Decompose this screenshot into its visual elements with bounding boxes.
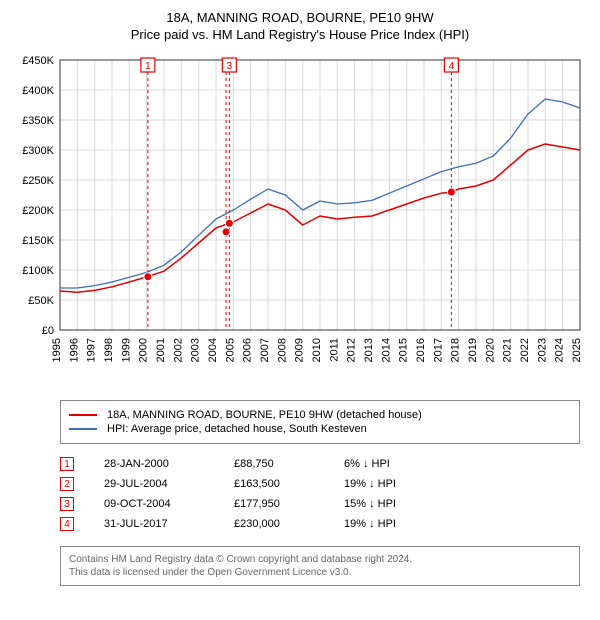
x-axis-tick-label: 2012 — [346, 338, 358, 362]
y-axis-tick-label: £250K — [22, 175, 54, 187]
y-axis-tick-label: £200K — [22, 205, 54, 217]
x-axis-tick-label: 2006 — [242, 338, 254, 362]
y-axis-tick-label: £150K — [22, 235, 54, 247]
x-axis-tick-label: 2020 — [484, 338, 496, 362]
x-axis-tick-label: 2024 — [554, 338, 566, 362]
legend-swatch — [69, 428, 97, 430]
event-price: £230,000 — [234, 518, 314, 530]
y-axis-tick-label: £300K — [22, 145, 54, 157]
x-axis-tick-label: 2017 — [432, 338, 444, 362]
x-axis-tick-label: 2001 — [155, 338, 167, 362]
x-axis-tick-label: 2007 — [259, 338, 271, 362]
event-delta: 6% ↓ HPI — [344, 458, 444, 470]
x-axis-tick-label: 2019 — [467, 338, 479, 362]
x-axis-tick-label: 2015 — [398, 338, 410, 362]
x-axis-tick-label: 1998 — [103, 338, 115, 362]
x-axis-tick-label: 2018 — [450, 338, 462, 362]
event-row: 2 29-JUL-2004 £163,500 19% ↓ HPI — [60, 474, 580, 494]
event-marker-3: 3 — [227, 61, 233, 72]
title-block: 18A, MANNING ROAD, BOURNE, PE10 9HW Pric… — [10, 10, 590, 42]
footer-line1: Contains HM Land Registry data © Crown c… — [69, 553, 571, 566]
event-date: 29-JUL-2004 — [104, 478, 204, 490]
x-axis-tick-label: 2004 — [207, 338, 219, 362]
title-line2: Price paid vs. HM Land Registry's House … — [10, 27, 590, 42]
footer-attribution: Contains HM Land Registry data © Crown c… — [60, 546, 580, 586]
event-marker-4: 4 — [449, 61, 455, 72]
legend: 18A, MANNING ROAD, BOURNE, PE10 9HW (det… — [60, 400, 580, 444]
y-axis-tick-label: £100K — [22, 265, 54, 277]
x-axis-tick-label: 2005 — [224, 338, 236, 362]
event-delta: 19% ↓ HPI — [344, 478, 444, 490]
legend-label: 18A, MANNING ROAD, BOURNE, PE10 9HW (det… — [107, 409, 422, 421]
event-delta: 19% ↓ HPI — [344, 518, 444, 530]
x-axis-tick-label: 2009 — [294, 338, 306, 362]
y-axis-tick-label: £400K — [22, 85, 54, 97]
event-marker-1: 1 — [145, 61, 151, 72]
event-delta: 15% ↓ HPI — [344, 498, 444, 510]
event-price: £163,500 — [234, 478, 314, 490]
legend-row: HPI: Average price, detached house, Sout… — [69, 423, 571, 435]
line-chart-svg: £0 £50K £100K £150K £200K £250K £300K £350K £400… — [10, 50, 590, 390]
legend-swatch — [69, 414, 97, 416]
event-date: 09-OCT-2004 — [104, 498, 204, 510]
y-axis-tick-label: £50K — [28, 295, 54, 307]
y-axis-tick-label: £450K — [22, 55, 54, 67]
event-date: 28-JAN-2000 — [104, 458, 204, 470]
events-table: 1 28-JAN-2000 £88,750 6% ↓ HPI 2 29-JUL-2004 £… — [60, 454, 580, 534]
event-number-badge: 2 — [60, 477, 74, 491]
x-axis-tick-label: 2025 — [571, 338, 583, 362]
event-number-badge: 3 — [60, 497, 74, 511]
legend-label: HPI: Average price, detached house, Sout… — [107, 423, 367, 435]
x-axis-tick-label: 2021 — [502, 338, 514, 362]
chart-area: £0 £50K £100K £150K £200K £250K £300K £350K £400… — [10, 50, 590, 390]
x-axis-tick-label: 2000 — [138, 338, 150, 362]
event-number-badge: 4 — [60, 517, 74, 531]
x-axis-tick-label: 2014 — [380, 338, 392, 362]
y-axis-tick-label: £350K — [22, 115, 54, 127]
x-axis-tick-label: 2013 — [363, 338, 375, 362]
event-row: 3 09-OCT-2004 £177,950 15% ↓ HPI — [60, 494, 580, 514]
x-axis-tick-label: 2003 — [190, 338, 202, 362]
x-axis-tick-label: 2022 — [519, 338, 531, 362]
x-axis-tick-label: 1996 — [68, 338, 80, 362]
footer-line2: This data is licensed under the Open Gov… — [69, 566, 571, 579]
event-number-badge: 1 — [60, 457, 74, 471]
x-axis-tick-label: 1995 — [51, 338, 63, 362]
x-axis-tick-label: 2023 — [536, 338, 548, 362]
legend-row: 18A, MANNING ROAD, BOURNE, PE10 9HW (det… — [69, 409, 571, 421]
y-axis-tick-label: £0 — [42, 325, 54, 337]
x-axis-tick-label: 1999 — [120, 338, 132, 362]
event-price: £88,750 — [234, 458, 314, 470]
event-price: £177,950 — [234, 498, 314, 510]
x-axis-tick-label: 1997 — [86, 338, 98, 362]
title-line1: 18A, MANNING ROAD, BOURNE, PE10 9HW — [10, 10, 590, 25]
x-axis-tick-label: 2010 — [311, 338, 323, 362]
event-date: 31-JUL-2017 — [104, 518, 204, 530]
x-axis-tick-label: 2011 — [328, 338, 340, 362]
event-row: 4 31-JUL-2017 £230,000 19% ↓ HPI — [60, 514, 580, 534]
x-axis-tick-label: 2016 — [415, 338, 427, 362]
x-axis-tick-label: 2008 — [276, 338, 288, 362]
chart-container: { "title": { "line1": "18A, MANNING ROAD… — [0, 0, 600, 596]
event-row: 1 28-JAN-2000 £88,750 6% ↓ HPI — [60, 454, 580, 474]
x-axis-tick-label: 2002 — [172, 338, 184, 362]
